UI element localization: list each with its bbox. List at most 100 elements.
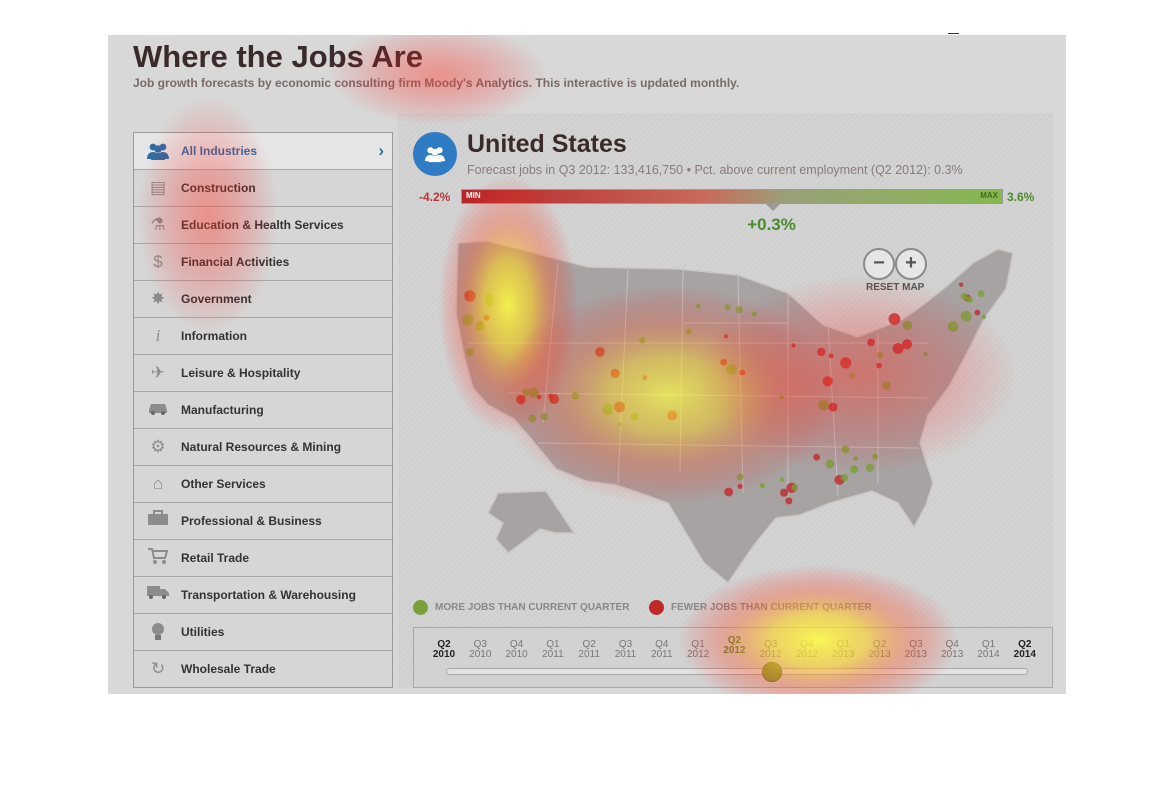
city-bubble[interactable]: [779, 395, 784, 400]
city-bubble[interactable]: [959, 282, 964, 287]
reset-map-button[interactable]: RESET MAP: [866, 282, 925, 293]
city-bubble[interactable]: [960, 310, 972, 322]
sidebar-item-retail-trade[interactable]: Retail Trade: [134, 540, 392, 577]
city-bubble[interactable]: [888, 313, 901, 325]
city-bubble[interactable]: [614, 401, 625, 413]
city-bubble[interactable]: [822, 376, 833, 387]
city-bubble[interactable]: [540, 412, 549, 421]
city-bubble[interactable]: [892, 343, 904, 354]
city-bubble[interactable]: [923, 352, 928, 357]
city-bubble[interactable]: [853, 456, 858, 461]
timeline-quarter[interactable]: Q2 2014: [1005, 640, 1045, 660]
city-bubble[interactable]: [981, 314, 987, 320]
city-bubble[interactable]: [483, 314, 490, 321]
sidebar-item-education-health[interactable]: ⚗ Education & Health Services: [134, 207, 392, 244]
city-bubble[interactable]: [876, 362, 882, 369]
city-bubble[interactable]: [466, 348, 474, 356]
city-bubble[interactable]: [780, 488, 789, 497]
timeline-quarter[interactable]: Q1 2014: [969, 640, 1009, 660]
city-bubble[interactable]: [865, 463, 875, 472]
timeline-quarter[interactable]: Q2 2012: [714, 636, 754, 656]
city-bubble[interactable]: [571, 392, 580, 400]
city-bubble[interactable]: [848, 372, 855, 379]
city-bubble[interactable]: [828, 353, 834, 359]
city-bubble[interactable]: [724, 487, 734, 497]
city-bubble[interactable]: [736, 473, 744, 481]
city-bubble[interactable]: [549, 394, 560, 405]
city-bubble[interactable]: [642, 375, 648, 381]
city-bubble[interactable]: [667, 410, 678, 421]
timeline-quarter[interactable]: Q3 2012: [751, 640, 791, 660]
city-bubble[interactable]: [475, 321, 485, 331]
timeline-quarter[interactable]: Q1 2012: [678, 640, 718, 660]
city-bubble[interactable]: [595, 347, 605, 357]
city-bubble[interactable]: [850, 465, 859, 474]
city-bubble[interactable]: [739, 369, 746, 376]
city-bubble[interactable]: [695, 303, 701, 309]
city-bubble[interactable]: [516, 394, 526, 405]
city-bubble[interactable]: [735, 306, 743, 314]
sidebar-item-utilities[interactable]: Utilities: [134, 614, 392, 651]
city-bubble[interactable]: [974, 309, 981, 316]
city-bubble[interactable]: [485, 298, 495, 307]
city-bubble[interactable]: [947, 321, 959, 333]
city-bubble[interactable]: [528, 414, 537, 423]
city-bubble[interactable]: [720, 358, 727, 366]
city-bubble[interactable]: [828, 402, 838, 412]
timeline-quarter[interactable]: Q3 2013: [896, 640, 936, 660]
city-bubble[interactable]: [464, 290, 476, 302]
city-bubble[interactable]: [840, 357, 852, 369]
city-bubble[interactable]: [813, 453, 820, 461]
sidebar-item-transportation-warehousing[interactable]: Transportation & Warehousing: [134, 577, 392, 614]
timeline-quarter[interactable]: Q2 2013: [860, 640, 900, 660]
timeline-quarter[interactable]: Q4 2012: [787, 640, 827, 660]
city-bubble[interactable]: [881, 381, 891, 390]
timeline-quarter[interactable]: Q4 2010: [497, 640, 537, 660]
city-bubble[interactable]: [685, 328, 692, 335]
city-bubble[interactable]: [825, 459, 835, 469]
timeline-track[interactable]: [446, 668, 1028, 675]
sidebar-item-government[interactable]: ✸ Government: [134, 281, 392, 318]
city-bubble[interactable]: [760, 483, 765, 489]
city-bubble[interactable]: [724, 304, 731, 311]
sidebar-item-manufacturing[interactable]: Manufacturing: [134, 392, 392, 429]
city-bubble[interactable]: [724, 334, 728, 339]
city-bubble[interactable]: [737, 483, 743, 489]
city-bubble[interactable]: [876, 351, 884, 359]
zoom-out-button[interactable]: −: [863, 248, 895, 280]
city-bubble[interactable]: [841, 445, 850, 454]
city-bubble[interactable]: [840, 473, 849, 482]
us-map[interactable]: [428, 233, 1028, 593]
city-bubble[interactable]: [528, 387, 539, 398]
city-bubble[interactable]: [791, 484, 799, 491]
sidebar-item-financial-activities[interactable]: $ Financial Activities: [134, 244, 392, 281]
timeline-quarter[interactable]: Q3 2010: [460, 640, 500, 660]
city-bubble[interactable]: [751, 311, 757, 317]
city-bubble[interactable]: [966, 296, 973, 304]
city-bubble[interactable]: [902, 320, 913, 330]
timeline-quarter[interactable]: Q4 2013: [932, 640, 972, 660]
sidebar-item-information[interactable]: i Information: [134, 318, 392, 355]
city-bubble[interactable]: [725, 364, 737, 375]
city-bubble[interactable]: [462, 313, 474, 326]
city-bubble[interactable]: [617, 422, 622, 427]
zoom-in-button[interactable]: +: [895, 248, 927, 280]
timeline-quarter[interactable]: Q2 2010: [424, 640, 464, 660]
timeline-slider-handle[interactable]: [761, 662, 782, 682]
sidebar-item-leisure-hospitality[interactable]: ✈ Leisure & Hospitality: [134, 355, 392, 392]
sidebar-item-wholesale-trade[interactable]: ↻ Wholesale Trade: [134, 651, 392, 687]
sidebar-item-natural-resources[interactable]: ⚙ Natural Resources & Mining: [134, 429, 392, 466]
city-bubble[interactable]: [791, 343, 796, 348]
city-bubble[interactable]: [785, 497, 793, 505]
city-bubble[interactable]: [630, 412, 639, 421]
timeline-quarter[interactable]: Q2 2011: [569, 640, 609, 660]
sidebar-item-all-industries[interactable]: All Industries ›: [134, 133, 392, 170]
sidebar-item-professional-business[interactable]: Professional & Business: [134, 503, 392, 540]
timeline-quarter[interactable]: Q1 2011: [533, 640, 573, 660]
city-bubble[interactable]: [817, 399, 829, 411]
city-bubble[interactable]: [867, 338, 875, 347]
city-bubble[interactable]: [602, 403, 614, 415]
city-bubble[interactable]: [639, 336, 646, 344]
city-bubble[interactable]: [902, 339, 913, 350]
timeline-quarter[interactable]: Q4 2011: [642, 640, 682, 660]
